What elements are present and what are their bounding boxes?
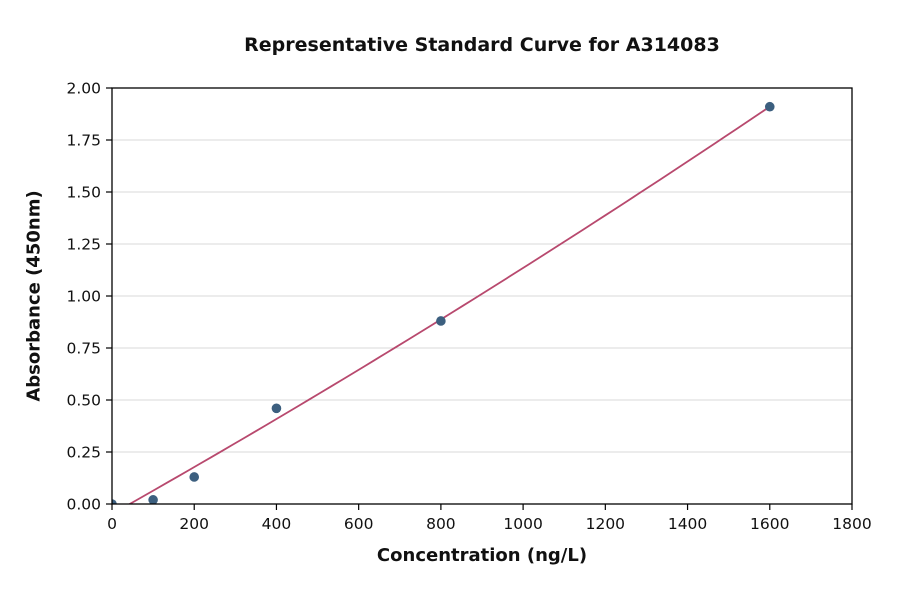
y-tick-label: 0.75 [66, 340, 101, 358]
y-axis-label: Absorbance (450nm) [23, 190, 45, 402]
data-point [112, 499, 117, 504]
x-tick-label: 200 [179, 515, 209, 533]
y-tick-label: 2.00 [66, 80, 101, 98]
y-tick-label: 1.50 [66, 184, 101, 202]
data-point [189, 472, 200, 482]
x-tick-label: 0 [107, 515, 117, 533]
data-point [148, 495, 158, 504]
y-tick-label: 0.25 [66, 444, 101, 462]
chart-title: Representative Standard Curve for A31408… [244, 34, 720, 56]
fit-line [127, 105, 771, 504]
y-tick-label: 1.25 [66, 236, 101, 254]
y-tick-label: 0.50 [66, 392, 101, 410]
y-tick-label: 1.00 [66, 288, 101, 306]
x-tick-label: 1200 [586, 515, 625, 533]
x-tick-label: 600 [344, 515, 374, 533]
scatter-series [112, 101, 775, 504]
data-point [764, 101, 775, 112]
x-tick-label: 800 [426, 515, 456, 533]
data-point [436, 316, 446, 326]
x-tick-label: 1000 [503, 515, 542, 533]
y-tick-label: 0.00 [66, 496, 101, 514]
x-tick-label: 1400 [668, 515, 707, 533]
x-tick-label: 1800 [832, 515, 871, 533]
y-tick-label: 1.75 [66, 132, 101, 150]
x-axis-label: Concentration (ng/L) [376, 545, 588, 566]
x-tick-label: 1600 [750, 515, 789, 533]
x-tick-label: 400 [262, 515, 292, 533]
data-point [271, 403, 282, 414]
